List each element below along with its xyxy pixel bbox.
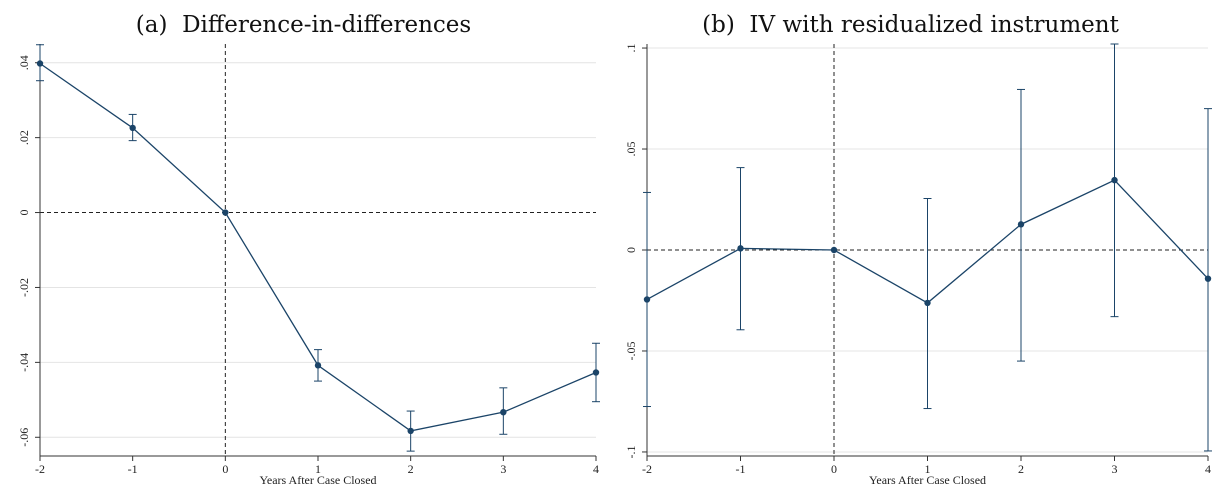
data-point (924, 299, 931, 307)
data-point (830, 246, 838, 254)
y-tick-label: -.05 (624, 341, 638, 360)
data-point (643, 296, 651, 303)
data-point (129, 124, 136, 132)
x-tick-label: -2 (35, 462, 45, 476)
x-tick-label: 1 (925, 462, 931, 476)
y-tick-label: 0 (17, 210, 31, 216)
panel-a: (a) Difference-in-differences -.06 -.04 -.… (17, 12, 600, 485)
data-point (592, 369, 600, 376)
x-tick-label: 1 (315, 462, 321, 476)
y-tick-label: -.02 (17, 278, 31, 297)
x-axis-label: Years After Case Closed (869, 473, 986, 485)
y-tick-label: -.1 (624, 445, 638, 458)
y-tick-label: .04 (17, 55, 31, 70)
data-point (1111, 176, 1118, 184)
y-tick-label: -.04 (17, 353, 31, 372)
y-tick-label: .05 (624, 142, 638, 157)
y-tick-label: .1 (624, 44, 638, 53)
data-point (407, 427, 414, 435)
data-point (314, 362, 322, 369)
panel-b: (b) IV with residualized instrument -.1-… (607, 0, 1214, 485)
data-point (1017, 221, 1025, 228)
chart-b: -.1 -.05 0 .05 .1 -2 -1 0 1 2 3 4 Years After Case C… (624, 43, 1212, 485)
y-tick-label: .02 (17, 130, 31, 145)
x-tick-label: 4 (593, 462, 599, 476)
y-tick-label: -.06 (17, 428, 31, 447)
panel-title-a: (a) Difference-in-differences (135, 12, 472, 38)
x-tick-label: -2 (642, 462, 652, 476)
x-axis-label: Years After Case Closed (259, 473, 376, 485)
x-tick-label: -1 (736, 462, 746, 476)
data-point (222, 209, 229, 216)
data-point (1204, 275, 1212, 282)
x-tick-label: 3 (500, 462, 506, 476)
y-tick-label: 0 (624, 247, 638, 253)
x-tick-label: 4 (1205, 462, 1211, 476)
data-point (500, 408, 507, 416)
data-point (737, 245, 744, 252)
x-tick-label: 0 (222, 462, 228, 476)
x-tick-label: 0 (831, 462, 837, 476)
x-tick-label: 3 (1112, 462, 1118, 476)
chart-a: -.06 -.04 -.02 0 .02 .04 -2 -1 0 1 2 3 4 Years After … (17, 44, 600, 485)
x-tick-label: -1 (128, 462, 138, 476)
x-tick-label: 2 (1018, 462, 1024, 476)
data-point (36, 60, 44, 67)
x-tick-label: 2 (408, 462, 414, 476)
panel-title-b: (b) IV with residualized instrument (702, 12, 1119, 38)
